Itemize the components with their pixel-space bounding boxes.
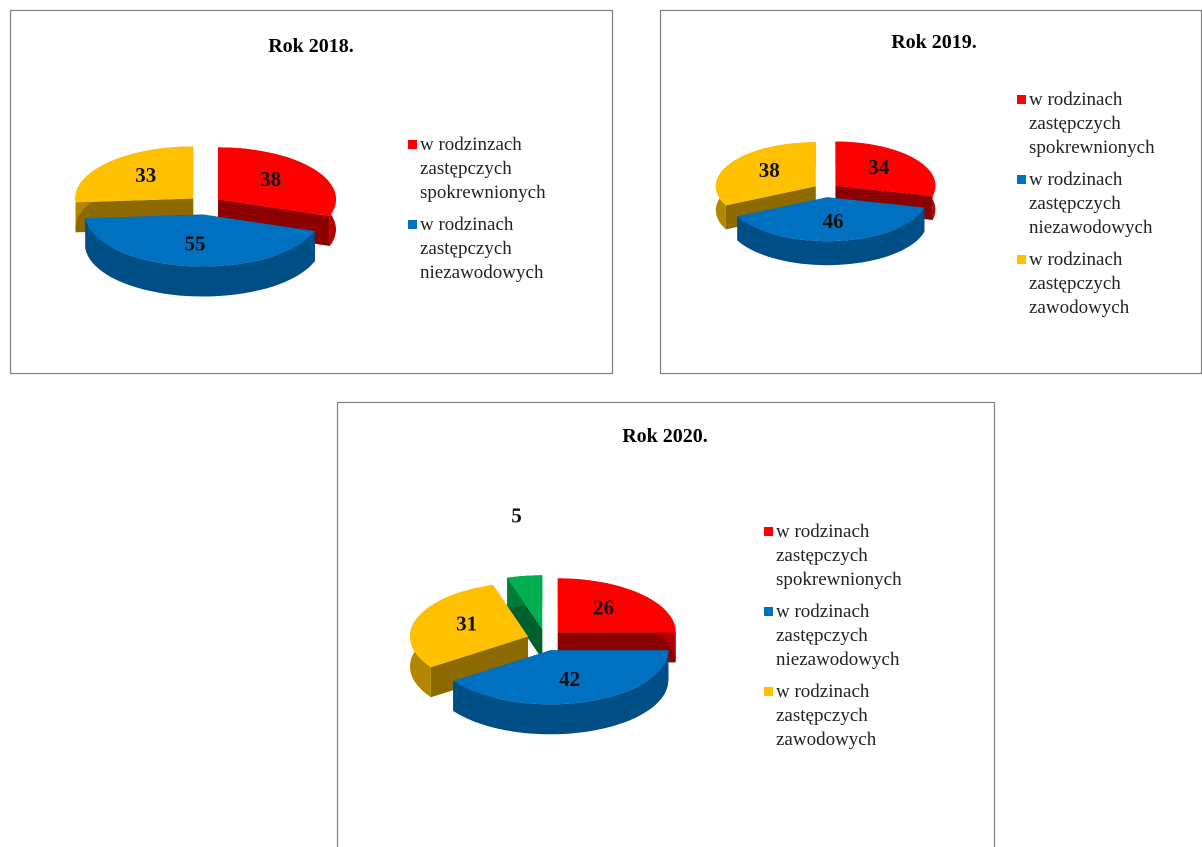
legend-swatch bbox=[764, 607, 773, 616]
legend-item: w rodzinzach zastępczych spokrewnionych bbox=[408, 133, 608, 205]
chart-title: Rok 2018. bbox=[268, 35, 354, 57]
legend: w rodzinach zastępczych spokrewnionych w … bbox=[764, 520, 964, 760]
chart-title: Rok 2019. bbox=[891, 31, 977, 53]
legend-swatch bbox=[764, 687, 773, 696]
slice bbox=[218, 147, 336, 216]
legend-label: w rodzinach zastępczych niezawodowych bbox=[1029, 169, 1153, 238]
legend: w rodzinzach zastępczych spokrewnionych w… bbox=[408, 133, 608, 293]
legend-label: w rodzinach zastępczych zawodowych bbox=[1029, 249, 1130, 318]
data-label: 31 bbox=[456, 612, 477, 636]
slice bbox=[75, 146, 194, 203]
legend-label: w rodzinach zastępczych zawodowych bbox=[776, 681, 877, 750]
slice bbox=[557, 578, 676, 633]
legend-label: w rodzinach zastępczych niezawodowych bbox=[776, 601, 900, 670]
data-label: 46 bbox=[823, 209, 844, 233]
legend-label: w rodzinach zastępczych niezawodowych bbox=[420, 214, 544, 283]
panel-border bbox=[9, 9, 614, 375]
slice bbox=[715, 142, 816, 206]
legend-item: w rodzinach zastępczych niezawodowych bbox=[764, 600, 964, 672]
legend-swatch bbox=[764, 527, 773, 536]
data-label: 34 bbox=[868, 155, 890, 179]
data-label: 42 bbox=[559, 667, 580, 691]
data-label: 5 bbox=[511, 504, 522, 528]
legend-swatch bbox=[408, 140, 417, 149]
panel-border bbox=[336, 401, 996, 847]
legend-item: w rodzinach zastępczych niezawodowych bbox=[1017, 168, 1197, 240]
legend-swatch bbox=[408, 220, 417, 229]
data-label: 38 bbox=[759, 158, 780, 182]
slice bbox=[85, 214, 315, 267]
slice bbox=[453, 650, 669, 705]
legend-item: w rodzinach zastępczych spokrewnionych bbox=[764, 520, 964, 592]
slice bbox=[737, 197, 925, 242]
chart-title: Rok 2020. bbox=[622, 425, 708, 447]
legend-label: w rodzinach zastępczych spokrewnionych bbox=[776, 521, 902, 590]
legend-item: w rodzinach zastępczych niezawodowych bbox=[408, 213, 608, 285]
legend: w rodzinach zastępczych spokrewnionych w … bbox=[1017, 88, 1197, 328]
slice bbox=[410, 584, 528, 668]
legend-item: w rodzinach zastępczych spokrewnionych bbox=[1017, 88, 1197, 160]
legend-label: w rodzinach zastępczych spokrewnionych bbox=[1029, 89, 1155, 158]
legend-swatch bbox=[1017, 175, 1026, 184]
legend-label: w rodzinzach zastępczych spokrewnionych bbox=[420, 134, 546, 203]
data-label: 26 bbox=[593, 595, 614, 619]
data-label: 55 bbox=[184, 231, 205, 255]
slice-rim bbox=[453, 650, 669, 735]
legend-swatch bbox=[1017, 95, 1026, 104]
legend-swatch bbox=[1017, 255, 1026, 264]
slice bbox=[507, 575, 543, 630]
legend-item: w rodzinach zastępczych zawodowych bbox=[1017, 248, 1197, 320]
slice bbox=[835, 141, 936, 196]
slice-rim bbox=[737, 207, 925, 266]
data-label: 38 bbox=[260, 167, 281, 191]
slice-rim bbox=[85, 218, 315, 297]
data-label: 33 bbox=[135, 163, 156, 187]
legend-item: w rodzinach zastępczych zawodowych bbox=[764, 680, 964, 752]
